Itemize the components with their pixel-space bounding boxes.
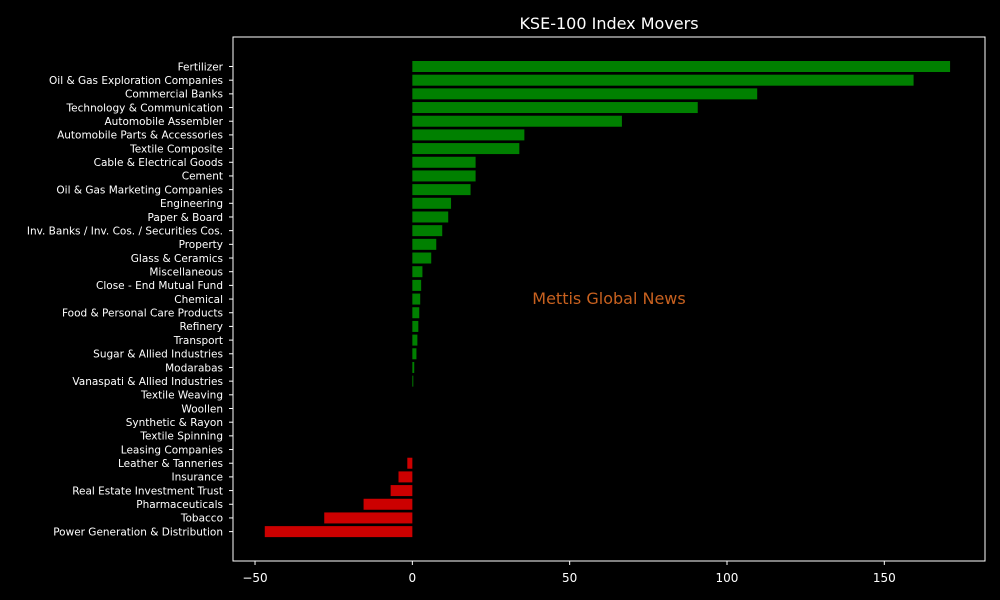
category-label: Cable & Electrical Goods [94,157,223,169]
chart-title: KSE-100 Index Movers [519,14,698,33]
x-tick-label: 100 [716,571,739,585]
bar [412,170,476,182]
bar [390,485,413,497]
category-label: Oil & Gas Exploration Companies [49,75,223,87]
bars-group [264,61,951,538]
category-label: Close - End Mutual Fund [96,280,223,292]
bar [412,61,951,72]
category-label: Leasing Companies [121,444,223,456]
bar [412,293,421,305]
category-label: Property [179,239,223,251]
bar [398,471,413,483]
bar [324,512,413,524]
category-label: Food & Personal Care Products [62,308,223,320]
category-label: Cement [182,171,223,183]
bar [412,375,414,387]
bar [412,361,415,373]
bar [412,74,914,86]
category-label: Power Generation & Distribution [53,526,223,538]
category-label: Fertilizer [178,61,224,73]
bar [412,143,520,155]
category-label: Textile Spinning [139,431,223,443]
category-label: Transport [173,335,223,347]
category-label: Real Estate Investment Trust [72,485,223,497]
category-label: Woollen [181,403,223,415]
category-label: Vanaspati & Allied Industries [72,376,223,388]
bar [412,334,418,346]
category-label: Oil & Gas Marketing Companies [56,184,223,196]
bar [412,115,622,127]
category-label: Pharmaceuticals [136,499,223,511]
bar [264,526,413,538]
bar [412,88,758,100]
bar [412,102,698,114]
bar [412,129,525,141]
category-label: Technology & Communication [66,102,223,114]
category-label: Synthetic & Rayon [126,417,223,429]
category-label: Inv. Banks / Inv. Cos. / Securities Cos. [27,225,223,237]
category-label: Automobile Parts & Accessories [57,130,223,142]
category-label: Paper & Board [148,212,223,224]
category-label: Textile Composite [129,143,223,155]
category-label: Glass & Ceramics [131,253,223,265]
bar [412,348,417,360]
x-tick-label: 0 [409,571,417,585]
bar [412,211,449,223]
bar [412,252,432,264]
category-label: Commercial Banks [125,89,223,101]
category-label: Engineering [160,198,223,210]
x-tick-label: 50 [562,571,577,585]
bar [412,197,452,209]
bar [412,279,422,291]
bar [407,457,413,469]
category-label: Tobacco [180,513,223,525]
category-label: Chemical [174,294,223,306]
bar [363,498,413,510]
category-label: Miscellaneous [149,267,223,279]
category-label: Textile Weaving [140,390,223,402]
bar [412,225,443,237]
x-tick-label: 150 [873,571,896,585]
bar [412,184,471,196]
bar [412,266,423,278]
category-label: Automobile Assembler [105,116,224,128]
category-labels-group: Fertilizer Oil & Gas Exploration Companie… [27,61,233,538]
category-label: Refinery [179,321,223,333]
category-label: Sugar & Allied Industries [93,349,223,361]
category-label: Insurance [171,472,223,484]
x-tick-label: −50 [242,571,267,585]
bar [412,156,476,168]
bar [412,238,437,250]
category-label: Leather & Tanneries [118,458,223,470]
x-axis-ticks-group: −50 0 50 100 150 [242,561,896,585]
category-label: Modarabas [165,362,223,374]
bar [412,320,419,332]
bar [412,307,420,319]
watermark-text: Mettis Global News [532,289,685,308]
